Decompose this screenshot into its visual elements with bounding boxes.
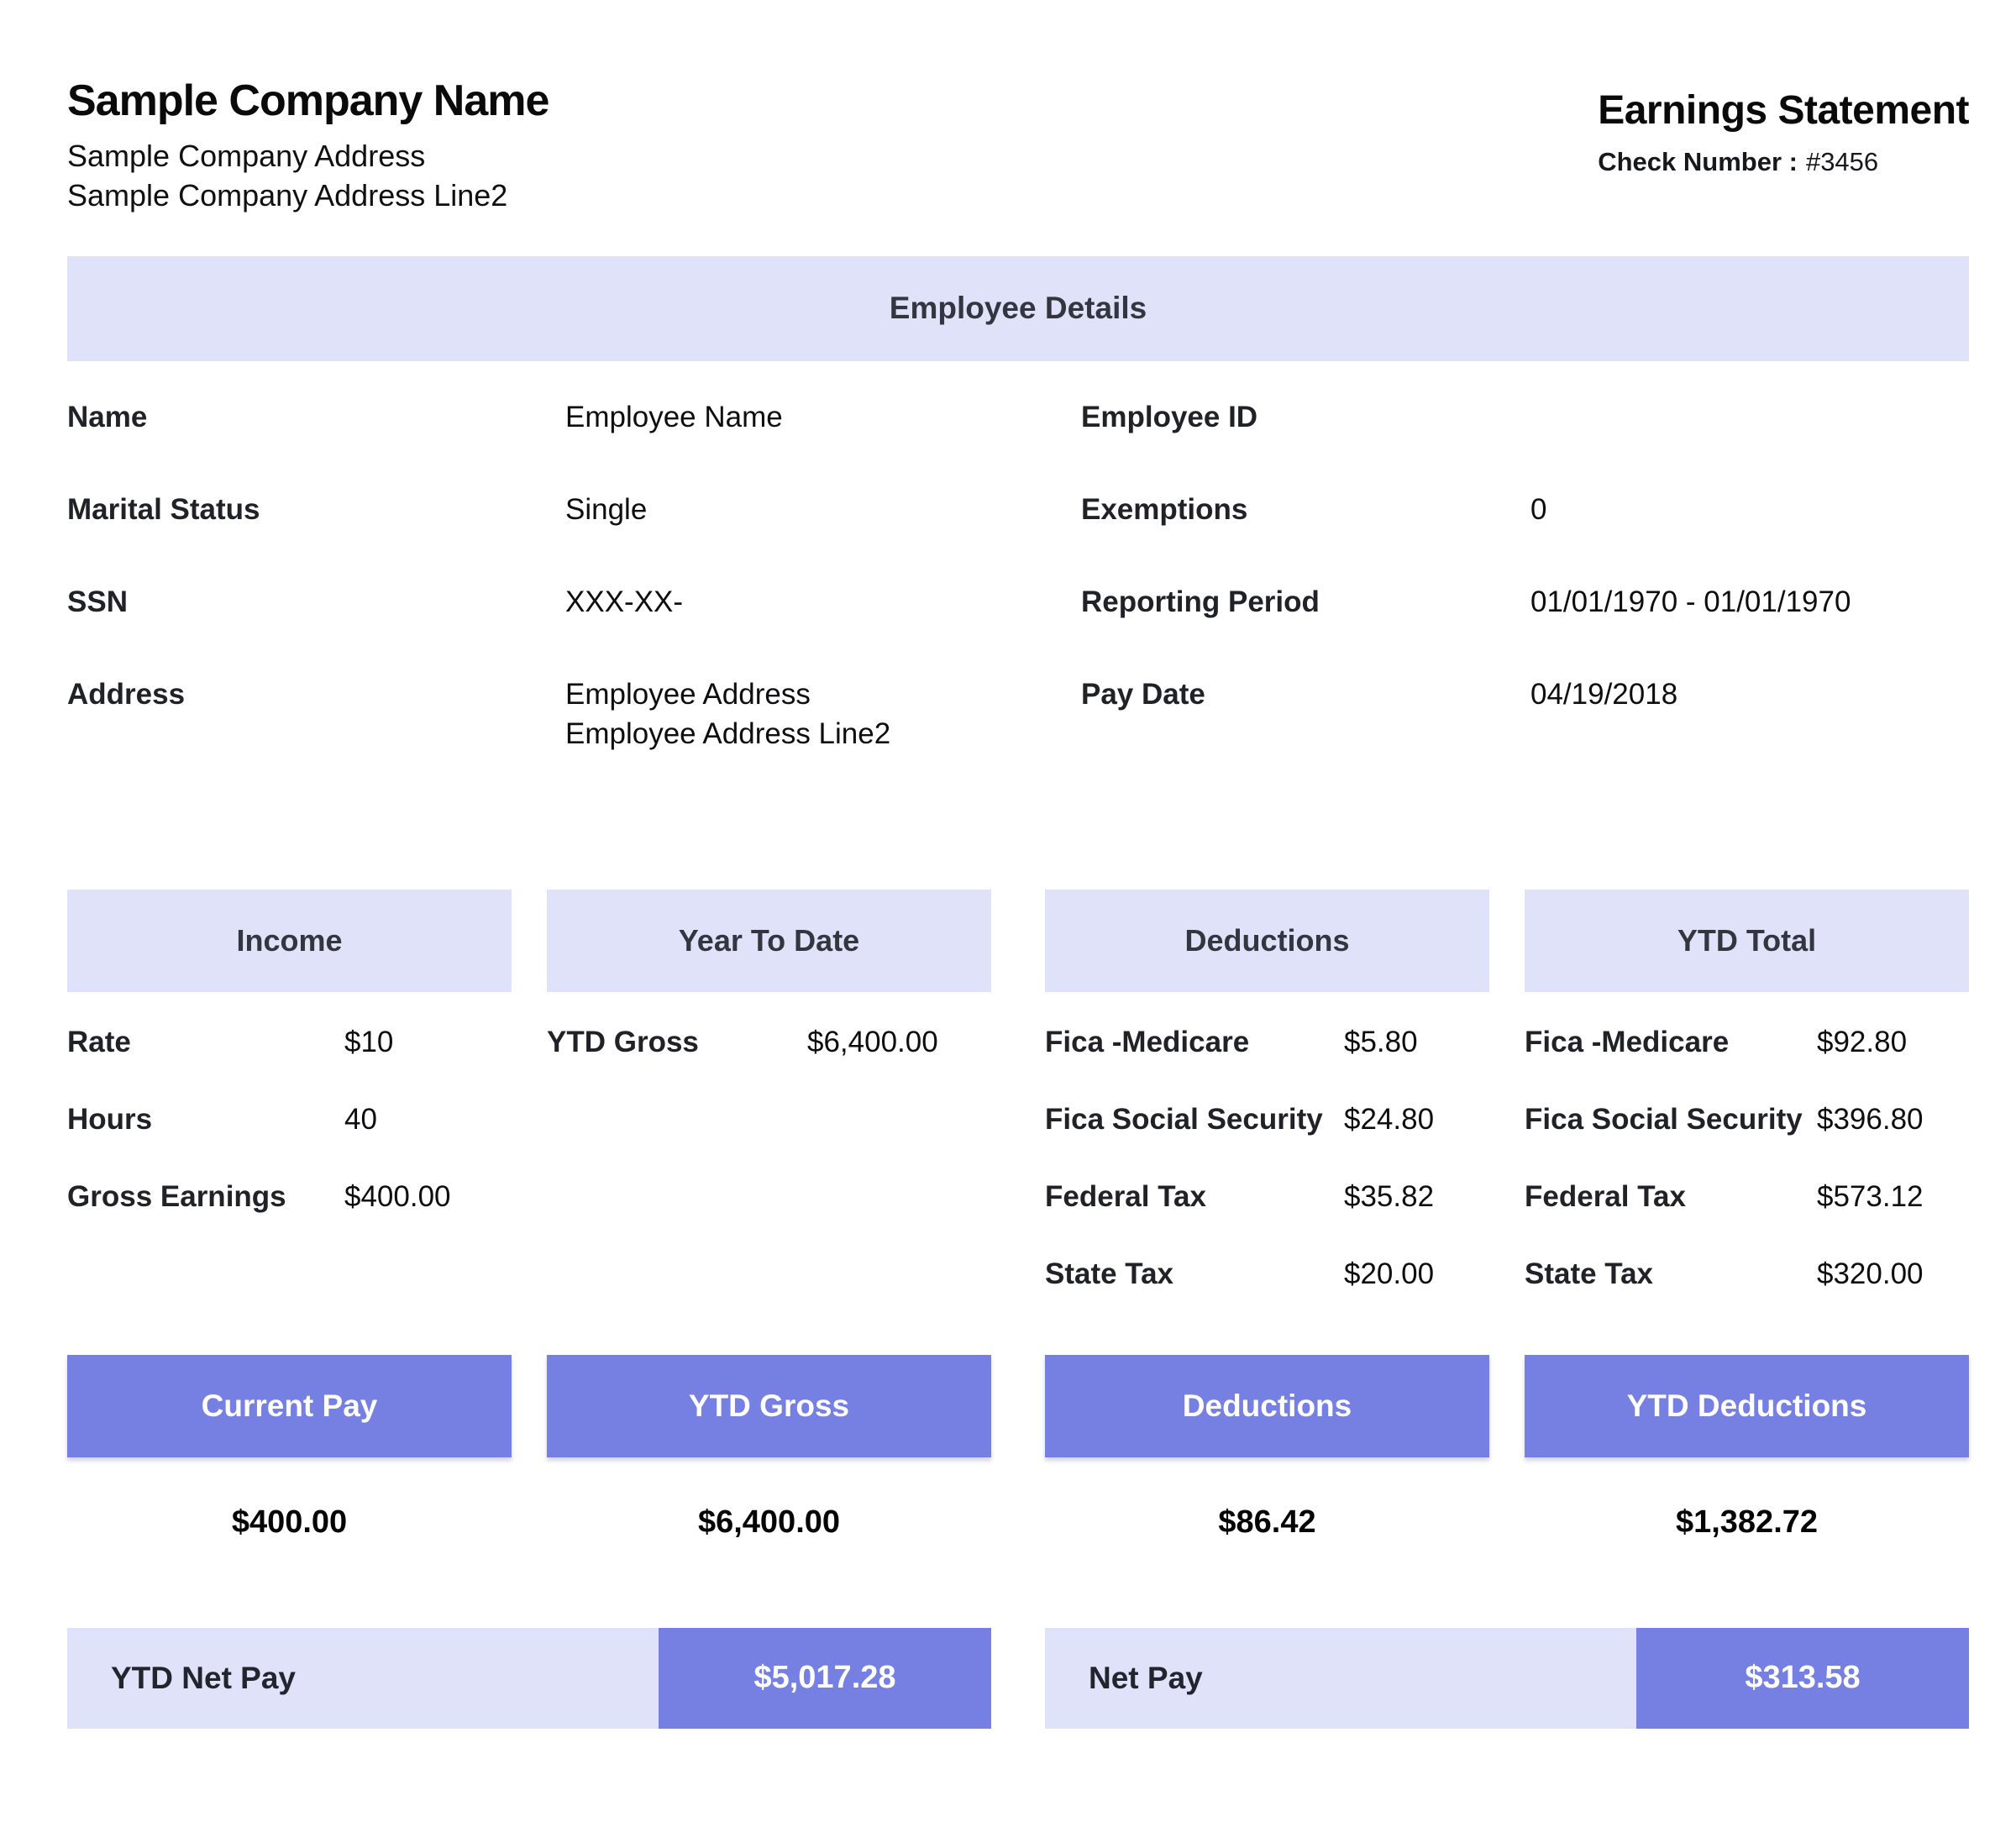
deductions-header-band: Deductions	[1045, 889, 1489, 992]
year-to-date-header-band: Year To Date	[547, 889, 991, 992]
ytd-deductions-band: YTD Deductions	[1525, 1354, 1969, 1457]
ytd-fica-social-security-value: $396.80	[1817, 1102, 1924, 1136]
table-row-ytd-gross: YTD Gross $6,400.00	[547, 1026, 991, 1059]
table-row-ytd-fica-social-security: Fica Social Security $396.80	[1525, 1103, 1969, 1137]
detail-value-name: Employee Name	[565, 400, 783, 433]
employee-details-header-band: Employee Details	[67, 255, 1969, 361]
table-row-ytd-state-tax: State Tax $320.00	[1525, 1257, 1969, 1291]
fica-social-security-value: $24.80	[1344, 1102, 1435, 1136]
ytd-net-pay-value: $5,017.28	[659, 1627, 991, 1729]
company-name: Sample Company Name	[67, 76, 549, 125]
net-pay-label: Net Pay	[1045, 1627, 1636, 1729]
company-address-line2: Sample Company Address Line2	[67, 177, 508, 213]
table-row-fica-social-security: Fica Social Security $24.80	[1045, 1103, 1489, 1137]
deductions-band: Deductions	[1045, 1354, 1489, 1457]
table-row-ytd-fica-medicare: Fica -Medicare $92.80	[1525, 1026, 1969, 1059]
company-block: Sample Company Name Sample Company Addre…	[67, 76, 549, 216]
employee-details-title: Employee Details	[889, 291, 1147, 326]
net-pay-value: $313.58	[1636, 1627, 1969, 1729]
ytd-deductions-total: $1,382.72	[1675, 1504, 1819, 1540]
ytd-state-tax-label: State Tax	[1525, 1257, 1654, 1290]
federal-tax-label: Federal Tax	[1045, 1179, 1206, 1213]
gross-earnings-label: Gross Earnings	[67, 1179, 286, 1213]
gross-earnings-value: $400.00	[344, 1179, 451, 1213]
ytd-fica-social-security-label: Fica Social Security	[1525, 1102, 1803, 1136]
ytd-federal-tax-label: Federal Tax	[1525, 1179, 1686, 1213]
company-address-line1: Sample Company Address	[67, 139, 426, 174]
fica-social-security-label: Fica Social Security	[1045, 1102, 1323, 1136]
detail-label-reporting-period: Reporting Period	[1081, 585, 1320, 619]
deductions-rows: Fica -Medicare $5.80 Fica Social Securit…	[1045, 992, 1489, 1355]
ytd-gross-total: $6,400.00	[697, 1504, 841, 1540]
ytd-gross-value: $6,400.00	[807, 1025, 938, 1058]
net-pay-bar: Net Pay $313.58	[1045, 1627, 1969, 1729]
employee-address-line1: Employee Address	[565, 678, 811, 711]
hours-label: Hours	[67, 1102, 153, 1136]
hours-value: 40	[344, 1102, 377, 1136]
employee-address-line2: Employee Address Line2	[565, 717, 891, 750]
detail-label-name: Name	[67, 400, 148, 433]
left-half: Income Rate $10 Hours 40 Gross Earnings	[67, 889, 991, 1729]
detail-value-address: Employee Address Employee Address Line2	[565, 675, 1081, 753]
detail-label-exemptions: Exemptions	[1081, 492, 1248, 526]
ytd-fica-medicare-value: $92.80	[1817, 1025, 1908, 1058]
detail-label-marital-status: Marital Status	[67, 492, 260, 526]
ytd-gross-band: YTD Gross	[547, 1354, 991, 1457]
check-number-line: Check Number : #3456	[1598, 147, 1969, 177]
detail-value-exemptions: 0	[1530, 492, 1547, 526]
current-pay-band: Current Pay	[67, 1354, 512, 1457]
fica-medicare-label: Fica -Medicare	[1045, 1025, 1250, 1058]
header: Sample Company Name Sample Company Addre…	[67, 76, 1969, 216]
current-pay-total: $400.00	[231, 1504, 348, 1540]
section-deductions: Deductions Fica -Medicare $5.80 Fica Soc…	[1045, 889, 1489, 1541]
ytd-fica-medicare-label: Fica -Medicare	[1525, 1025, 1730, 1058]
table-row-gross-earnings: Gross Earnings $400.00	[67, 1180, 512, 1214]
ytd-total-header-band: YTD Total	[1525, 889, 1969, 992]
detail-value-reporting-period: 01/01/1970 - 01/01/1970	[1530, 585, 1851, 619]
statement-columns: Income Rate $10 Hours 40 Gross Earnings	[67, 889, 1969, 1729]
state-tax-value: $20.00	[1344, 1257, 1435, 1290]
federal-tax-value: $35.82	[1344, 1179, 1435, 1213]
ytd-state-tax-value: $320.00	[1817, 1257, 1924, 1290]
check-number-value: #3456	[1805, 147, 1879, 176]
ytd-total-rows: Fica -Medicare $92.80 Fica Social Securi…	[1525, 992, 1969, 1355]
ytd-net-pay-label: YTD Net Pay	[67, 1627, 659, 1729]
income-header-band: Income	[67, 889, 512, 992]
table-row-state-tax: State Tax $20.00	[1045, 1257, 1489, 1291]
detail-label-address: Address	[67, 678, 186, 711]
year-to-date-rows: YTD Gross $6,400.00	[547, 992, 991, 1355]
rate-label: Rate	[67, 1025, 131, 1058]
ytd-gross-label: YTD Gross	[547, 1025, 699, 1058]
income-rows: Rate $10 Hours 40 Gross Earnings $400.00	[67, 992, 512, 1355]
deductions-total: $86.42	[1218, 1504, 1316, 1540]
table-row-rate: Rate $10	[67, 1026, 512, 1059]
table-row-fica-medicare: Fica -Medicare $5.80	[1045, 1026, 1489, 1059]
state-tax-label: State Tax	[1045, 1257, 1174, 1290]
ytd-federal-tax-value: $573.12	[1817, 1179, 1924, 1213]
table-row-federal-tax: Federal Tax $35.82	[1045, 1180, 1489, 1214]
ytd-net-pay-bar: YTD Net Pay $5,017.28	[67, 1627, 991, 1729]
section-income: Income Rate $10 Hours 40 Gross Earnings	[67, 889, 512, 1541]
right-half-columns: Deductions Fica -Medicare $5.80 Fica Soc…	[1045, 889, 1969, 1541]
rate-value: $10	[344, 1025, 394, 1058]
detail-value-employee-id	[1530, 398, 1969, 437]
table-row-ytd-federal-tax: Federal Tax $573.12	[1525, 1180, 1969, 1214]
employee-details-grid: Name Employee Name Employee ID Marital S…	[67, 361, 1969, 807]
detail-label-pay-date: Pay Date	[1081, 678, 1205, 711]
statement-block: Earnings Statement Check Number : #3456	[1598, 77, 1969, 177]
check-number-label: Check Number :	[1598, 147, 1798, 176]
section-ytd-total: YTD Total Fica -Medicare $92.80 Fica Soc…	[1525, 889, 1969, 1541]
fica-medicare-value: $5.80	[1344, 1025, 1418, 1058]
detail-value-pay-date: 04/19/2018	[1530, 678, 1678, 711]
right-half: Deductions Fica -Medicare $5.80 Fica Soc…	[1045, 889, 1969, 1729]
statement-title: Earnings Statement	[1598, 88, 1969, 133]
section-year-to-date: Year To Date YTD Gross $6,400.00 YTD Gro…	[547, 889, 991, 1541]
detail-label-ssn: SSN	[67, 585, 128, 619]
detail-value-marital-status: Single	[565, 492, 648, 526]
table-row-hours: Hours 40	[67, 1103, 512, 1137]
left-half-columns: Income Rate $10 Hours 40 Gross Earnings	[67, 889, 991, 1541]
detail-label-employee-id: Employee ID	[1081, 400, 1258, 433]
detail-value-ssn: XXX-XX-	[565, 585, 684, 619]
